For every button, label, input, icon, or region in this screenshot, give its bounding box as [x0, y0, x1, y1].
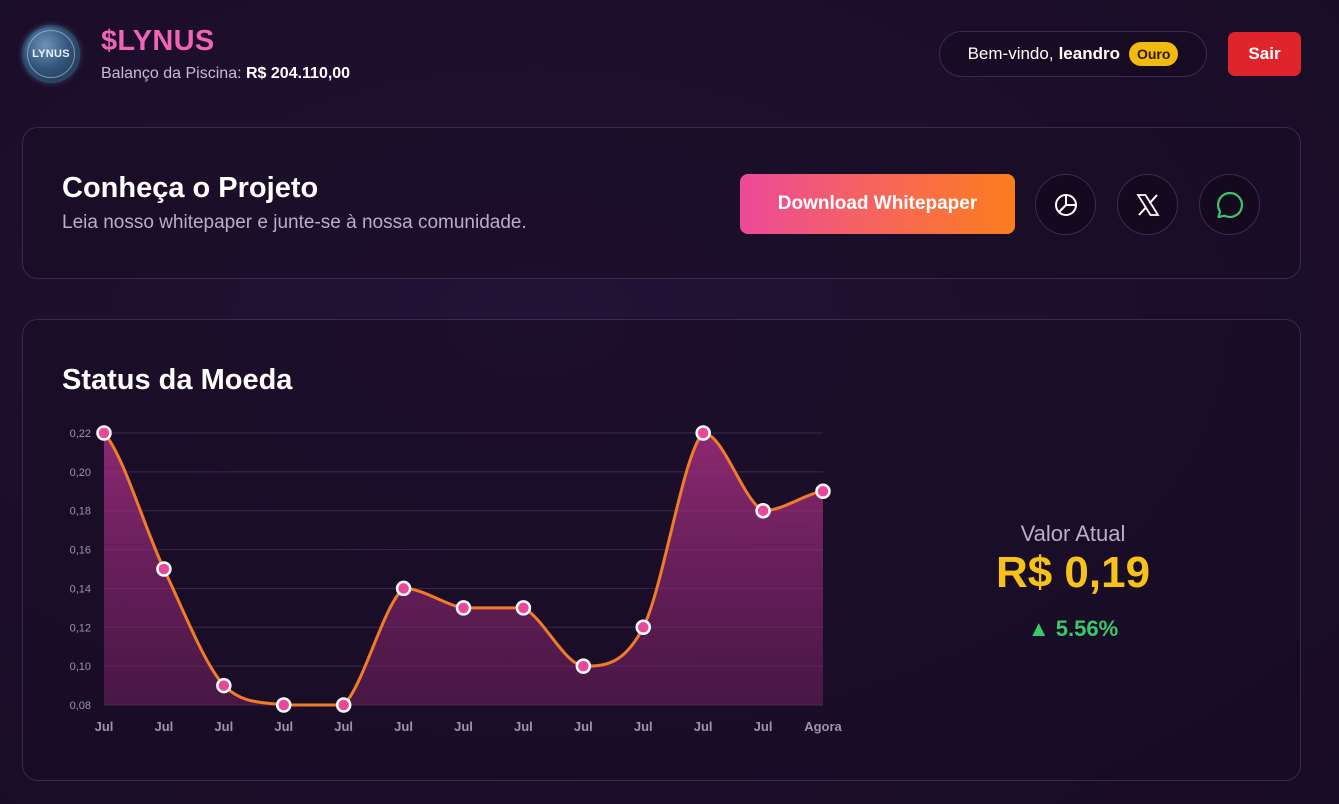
x-tick-label: Agora [804, 719, 842, 734]
coin-status-card: Status da Moeda 0,22 0,20 0,18 0,16 0,14 0,12… [22, 319, 1301, 781]
brand-title: $LYNUS [101, 25, 215, 57]
x-tick-label: Jul [634, 719, 653, 734]
data-point [455, 600, 472, 616]
download-whitepaper-button[interactable]: Download Whitepaper [740, 174, 1015, 234]
x-tick-label: Jul [95, 719, 114, 734]
x-tick-label: Jul [454, 719, 473, 734]
x-tick-label: Jul [694, 719, 713, 734]
username: leandro [1058, 44, 1120, 63]
price-area [104, 433, 823, 705]
logo-text: LYNUS [27, 30, 75, 78]
logout-button[interactable]: Sair [1228, 32, 1301, 76]
project-subtitle: Leia nosso whitepaper e junte-se à nossa… [62, 212, 527, 233]
welcome-label: Bem-vindo, [967, 44, 1054, 63]
project-title: Conheça o Projeto [62, 172, 319, 204]
y-tick-label: 0,16 [70, 545, 91, 557]
y-tick-label: 0,12 [70, 622, 91, 634]
x-tick-label: Jul [155, 719, 174, 734]
welcome-pill: Bem-vindo, leandro Ouro [939, 31, 1207, 77]
y-tick-label: 0,20 [70, 467, 91, 479]
x-icon [1135, 193, 1160, 216]
data-point [755, 502, 771, 519]
data-point [695, 425, 711, 441]
y-tick-label: 0,22 [70, 428, 91, 440]
chat-bubble-icon [1216, 191, 1243, 218]
current-value: R$ 0,19 [995, 548, 1151, 597]
data-point [276, 697, 292, 713]
data-point [96, 425, 112, 441]
x-tick-label: Jul [754, 719, 773, 734]
x-tick-label: Jul [334, 719, 353, 734]
project-card: Conheça o Projeto Leia nosso whitepaper … [22, 127, 1301, 279]
data-point [515, 600, 532, 616]
pool-balance: Balanço da Piscina: R$ 204.110,00 [101, 65, 350, 83]
pie-chart-social-button[interactable] [1035, 174, 1096, 235]
pool-label: Balanço da Piscina: [101, 65, 242, 82]
x-social-button[interactable] [1117, 174, 1178, 235]
pool-value: R$ 204.110,00 [245, 65, 351, 82]
lynus-logo: LYNUS [22, 25, 80, 83]
data-point [335, 697, 352, 713]
data-point [575, 658, 592, 674]
price-chart: 0,22 0,20 0,18 0,16 0,14 0,12 0,10 0,08 Jul Jul J… [70, 425, 843, 734]
x-tick-label: Jul [214, 719, 233, 734]
tier-badge: Ouro [1128, 42, 1179, 66]
y-tick-label: 0,14 [70, 583, 91, 595]
chat-social-button[interactable] [1199, 174, 1260, 235]
x-tick-label: Jul [394, 719, 413, 734]
x-tick-label: Jul [514, 719, 533, 734]
data-point [156, 561, 172, 577]
data-point [635, 619, 651, 636]
status-title: Status da Moeda [62, 364, 293, 396]
y-tick-label: 0,18 [70, 506, 91, 518]
pie-chart-icon [1054, 193, 1077, 216]
x-tick-label: Jul [274, 719, 293, 734]
x-tick-label: Jul [574, 719, 593, 734]
data-point [815, 483, 831, 500]
price-change: ▲ 5.56% [1027, 616, 1119, 641]
data-point [216, 677, 232, 694]
y-tick-label: 0,08 [70, 700, 91, 712]
current-value-label: Valor Atual [1020, 521, 1126, 546]
header: LYNUS $LYNUS Balanço da Piscina: R$ 204.… [22, 24, 1301, 86]
data-point [395, 580, 412, 597]
y-tick-label: 0,10 [70, 661, 91, 673]
